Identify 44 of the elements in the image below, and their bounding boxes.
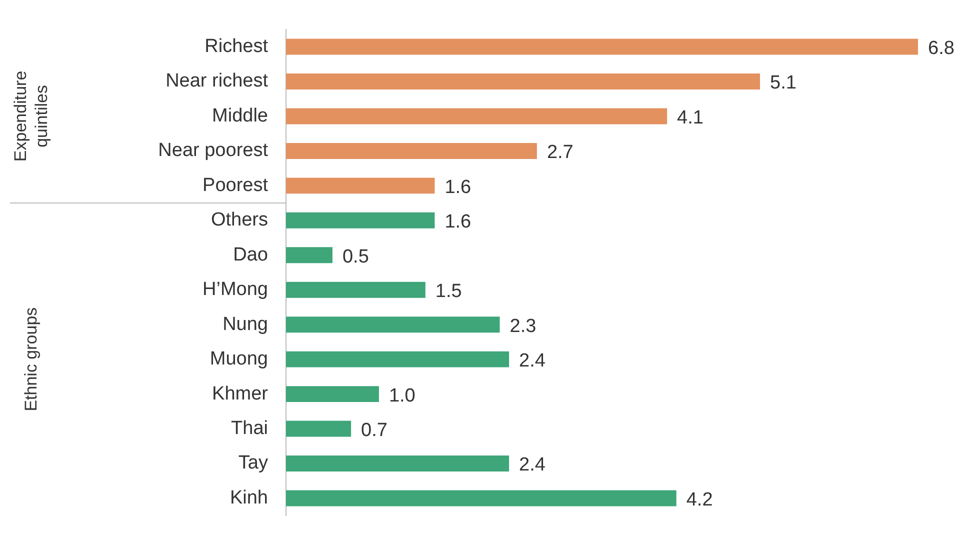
bar (286, 108, 668, 124)
y-tick-label: H’Mong (202, 279, 268, 300)
bar (286, 38, 918, 55)
data-label: 2.4 (519, 350, 546, 372)
data-label: 2.4 (519, 454, 546, 476)
y-tick-label: Middle (212, 105, 268, 126)
data-label: 5.1 (770, 72, 796, 94)
bar (286, 351, 510, 368)
y-tick-label: Others (210, 210, 268, 231)
text: Ethnic groups (22, 307, 41, 412)
y-tick-label: Thai (231, 418, 268, 440)
data-label: 1.6 (444, 212, 472, 233)
y-tick-label: Richest (204, 36, 269, 57)
y-tick-label: Kinh (230, 487, 268, 508)
bar (286, 282, 426, 298)
data-label: 4.1 (677, 107, 704, 128)
y-tick-label: Poorest (202, 174, 269, 196)
data-label: 2.7 (546, 142, 574, 164)
bar (286, 142, 537, 159)
y-tick-label: Nung (222, 314, 268, 335)
bar (286, 490, 676, 506)
bar (286, 212, 435, 228)
data-label: 0.5 (342, 246, 369, 268)
data-label: 1.0 (388, 385, 416, 406)
y-tick-label: Near poorest (158, 140, 269, 162)
bar (286, 178, 435, 194)
bar (286, 420, 352, 437)
bar (286, 456, 510, 472)
y-tick-label: Muong (210, 348, 268, 370)
y-tick-label: Near richest (166, 70, 269, 92)
text: Expenditure quintiles (11, 70, 52, 162)
data-label: 4.2 (686, 489, 713, 510)
y-tick-label: Tay (238, 452, 268, 474)
bar (286, 74, 760, 90)
data-label: 1.6 (444, 176, 472, 198)
bar (286, 386, 379, 402)
data-label: 6.8 (928, 38, 954, 59)
y-tick-label: Dao (233, 244, 268, 266)
bar (286, 316, 500, 333)
data-label: 1.5 (435, 281, 462, 302)
bar (286, 247, 332, 264)
y-tick-label: Khmer (212, 383, 269, 404)
data-label: 2.3 (510, 316, 536, 337)
data-label: 0.7 (361, 420, 388, 442)
